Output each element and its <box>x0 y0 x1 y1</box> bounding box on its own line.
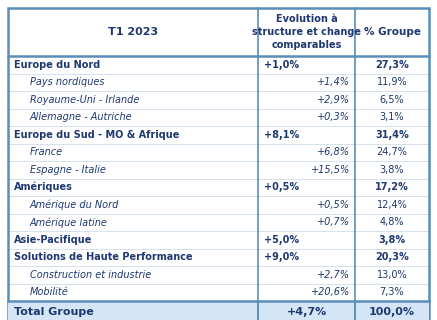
Text: +20,6%: +20,6% <box>311 287 350 297</box>
Text: +9,0%: +9,0% <box>264 252 299 262</box>
Text: +2,9%: +2,9% <box>317 95 350 105</box>
Text: +1,4%: +1,4% <box>317 77 350 87</box>
Text: Asie-Pacifique: Asie-Pacifique <box>14 235 92 245</box>
Text: 6,5%: 6,5% <box>380 95 404 105</box>
Text: % Groupe: % Groupe <box>364 27 420 37</box>
Text: 31,4%: 31,4% <box>375 130 409 140</box>
Text: 3,8%: 3,8% <box>380 165 404 175</box>
Text: Evolution à
structure et change
comparables: Evolution à structure et change comparab… <box>252 14 361 50</box>
Text: 27,3%: 27,3% <box>375 60 409 70</box>
Text: 3,1%: 3,1% <box>380 112 404 122</box>
Text: 100,0%: 100,0% <box>369 307 415 317</box>
Text: Total Groupe: Total Groupe <box>14 307 94 317</box>
Text: +0,5%: +0,5% <box>317 200 350 210</box>
Text: France: France <box>30 147 63 157</box>
Text: +4,7%: +4,7% <box>286 307 326 317</box>
Text: +0,3%: +0,3% <box>317 112 350 122</box>
Text: +5,0%: +5,0% <box>264 235 299 245</box>
Text: +1,0%: +1,0% <box>264 60 299 70</box>
Text: Solutions de Haute Performance: Solutions de Haute Performance <box>14 252 193 262</box>
Text: Mobilité: Mobilité <box>30 287 69 297</box>
Text: Europe du Sud - MO & Afrique: Europe du Sud - MO & Afrique <box>14 130 179 140</box>
Text: +0,7%: +0,7% <box>317 217 350 227</box>
Text: 20,3%: 20,3% <box>375 252 409 262</box>
Text: Espagne - Italie: Espagne - Italie <box>30 165 106 175</box>
Text: 12,4%: 12,4% <box>377 200 407 210</box>
Text: 7,3%: 7,3% <box>380 287 404 297</box>
Text: +2,7%: +2,7% <box>317 270 350 280</box>
Text: 3,8%: 3,8% <box>378 235 406 245</box>
Text: 24,7%: 24,7% <box>377 147 407 157</box>
Text: +6,8%: +6,8% <box>317 147 350 157</box>
Text: Amérique du Nord: Amérique du Nord <box>30 199 119 210</box>
Text: +0,5%: +0,5% <box>264 182 299 192</box>
Text: 13,0%: 13,0% <box>377 270 407 280</box>
Text: Construction et industrie: Construction et industrie <box>30 270 151 280</box>
Text: 17,2%: 17,2% <box>375 182 409 192</box>
Text: T1 2023: T1 2023 <box>108 27 158 37</box>
Text: Amériques: Amériques <box>14 182 73 193</box>
Text: Europe du Nord: Europe du Nord <box>14 60 100 70</box>
Text: +15,5%: +15,5% <box>311 165 350 175</box>
Text: 4,8%: 4,8% <box>380 217 404 227</box>
Text: Amérique latine: Amérique latine <box>30 217 108 228</box>
Text: Royaume-Uni - Irlande: Royaume-Uni - Irlande <box>30 95 139 105</box>
Bar <box>8 301 429 320</box>
Text: Allemagne - Autriche: Allemagne - Autriche <box>30 112 132 122</box>
Text: +8,1%: +8,1% <box>264 130 299 140</box>
Text: Pays nordiques: Pays nordiques <box>30 77 104 87</box>
Text: 11,9%: 11,9% <box>377 77 407 87</box>
